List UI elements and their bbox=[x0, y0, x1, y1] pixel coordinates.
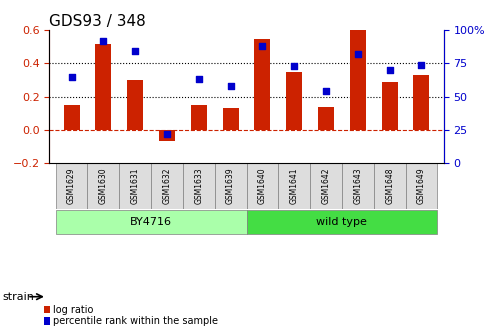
Text: GSM1642: GSM1642 bbox=[321, 168, 330, 204]
FancyBboxPatch shape bbox=[214, 163, 246, 209]
Bar bbox=[223, 108, 239, 130]
Bar bbox=[350, 30, 366, 130]
Bar bbox=[318, 107, 334, 130]
Text: GSM1640: GSM1640 bbox=[258, 168, 267, 204]
FancyBboxPatch shape bbox=[183, 163, 214, 209]
Point bbox=[290, 64, 298, 69]
FancyBboxPatch shape bbox=[279, 163, 310, 209]
Bar bbox=[254, 39, 270, 130]
Text: GSM1631: GSM1631 bbox=[131, 168, 140, 204]
Bar bbox=[96, 44, 111, 130]
FancyBboxPatch shape bbox=[87, 163, 119, 209]
FancyBboxPatch shape bbox=[374, 163, 406, 209]
Text: strain: strain bbox=[2, 292, 35, 302]
Point bbox=[163, 131, 171, 136]
Point bbox=[386, 68, 393, 73]
FancyBboxPatch shape bbox=[56, 163, 87, 209]
Bar bbox=[159, 130, 175, 141]
Bar bbox=[64, 105, 79, 130]
Text: log ratio: log ratio bbox=[53, 305, 94, 315]
Text: percentile rank within the sample: percentile rank within the sample bbox=[53, 316, 218, 326]
Point bbox=[354, 51, 362, 57]
FancyBboxPatch shape bbox=[246, 210, 437, 234]
Text: GSM1632: GSM1632 bbox=[163, 168, 172, 204]
Bar bbox=[127, 80, 143, 130]
Text: GSM1648: GSM1648 bbox=[385, 168, 394, 204]
Text: GSM1639: GSM1639 bbox=[226, 168, 235, 204]
FancyBboxPatch shape bbox=[342, 163, 374, 209]
Point bbox=[195, 77, 203, 82]
Bar bbox=[191, 105, 207, 130]
FancyBboxPatch shape bbox=[119, 163, 151, 209]
Text: GSM1633: GSM1633 bbox=[194, 168, 203, 204]
Point bbox=[68, 74, 75, 79]
Bar bbox=[414, 75, 429, 130]
Text: GSM1630: GSM1630 bbox=[99, 168, 108, 204]
FancyBboxPatch shape bbox=[246, 163, 279, 209]
Text: GDS93 / 348: GDS93 / 348 bbox=[49, 14, 146, 29]
Point bbox=[322, 89, 330, 94]
FancyBboxPatch shape bbox=[406, 163, 437, 209]
Text: GSM1629: GSM1629 bbox=[67, 168, 76, 204]
Bar bbox=[286, 72, 302, 130]
Text: GSM1641: GSM1641 bbox=[290, 168, 299, 204]
Point bbox=[227, 83, 235, 89]
Text: wild type: wild type bbox=[317, 217, 367, 227]
Point bbox=[100, 38, 107, 44]
FancyBboxPatch shape bbox=[56, 210, 246, 234]
Bar bbox=[382, 82, 397, 130]
Point bbox=[418, 62, 425, 68]
Point bbox=[131, 49, 139, 54]
Text: BY4716: BY4716 bbox=[130, 217, 172, 227]
Text: GSM1643: GSM1643 bbox=[353, 168, 362, 204]
Point bbox=[258, 43, 266, 49]
FancyBboxPatch shape bbox=[310, 163, 342, 209]
FancyBboxPatch shape bbox=[151, 163, 183, 209]
Text: GSM1649: GSM1649 bbox=[417, 168, 426, 204]
